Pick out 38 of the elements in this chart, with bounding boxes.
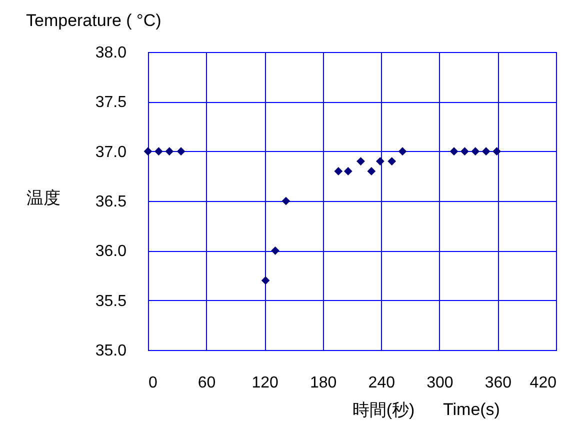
x-tick-label: 300 bbox=[426, 374, 454, 392]
point bbox=[376, 157, 384, 166]
point bbox=[356, 157, 365, 166]
x-tick-label: 420 bbox=[530, 374, 557, 392]
point bbox=[154, 147, 163, 156]
y-tick-label: 38.0 bbox=[95, 44, 127, 62]
x-axis-title: 時間(秒) bbox=[352, 400, 415, 420]
point bbox=[388, 157, 396, 166]
x-tick-label: 240 bbox=[368, 374, 396, 392]
y-tick-label: 37.0 bbox=[95, 144, 127, 161]
point bbox=[492, 147, 501, 156]
point bbox=[271, 246, 280, 255]
text: Time(s) bbox=[443, 400, 500, 419]
point bbox=[471, 147, 480, 156]
x-tick-label: 120 bbox=[252, 374, 279, 392]
point bbox=[450, 147, 458, 156]
point bbox=[176, 147, 186, 156]
x-tick-label: 360 bbox=[484, 374, 512, 392]
point bbox=[482, 147, 490, 156]
point bbox=[334, 167, 343, 176]
point bbox=[367, 167, 376, 176]
point bbox=[460, 147, 469, 156]
y-tick-label: 36.0 bbox=[95, 243, 127, 260]
y-tick-label: 36.5 bbox=[95, 194, 127, 210]
x-tick-label: 180 bbox=[310, 374, 337, 392]
y-tick-label: 37.5 bbox=[95, 94, 127, 112]
y-tick-label: 35.5 bbox=[95, 292, 127, 310]
x-tick-label: 0 bbox=[148, 374, 158, 392]
y-axis-title: 温度 bbox=[26, 188, 60, 208]
point bbox=[144, 147, 152, 156]
x-tick-label: 60 bbox=[198, 374, 216, 392]
point bbox=[165, 147, 174, 156]
point bbox=[398, 147, 407, 156]
point bbox=[261, 276, 270, 285]
point bbox=[282, 196, 290, 206]
chart-title: Temperature ( °C) bbox=[26, 11, 162, 30]
point bbox=[344, 167, 352, 176]
y-tick-label: 35.0 bbox=[95, 342, 127, 360]
